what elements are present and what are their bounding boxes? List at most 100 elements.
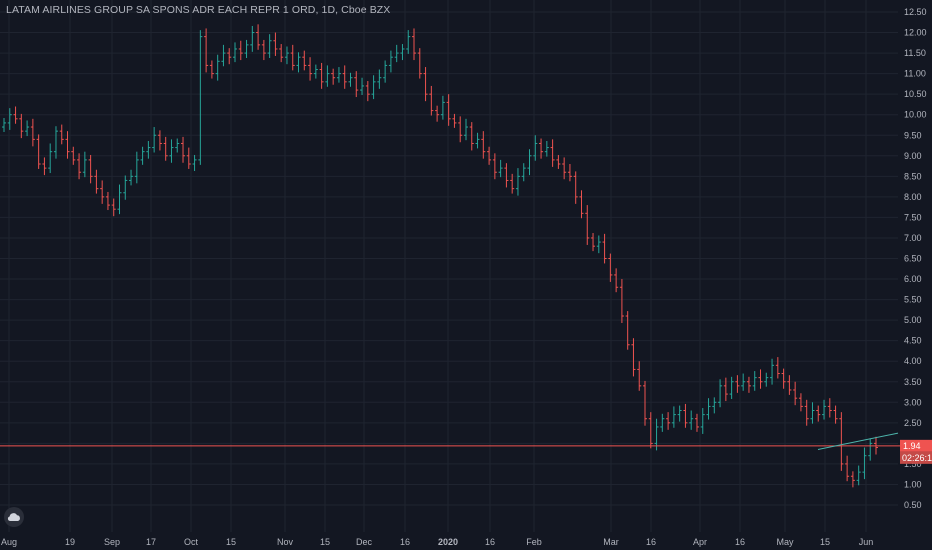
- ohlc-bar: [822, 399, 827, 420]
- ohlc-bar: [256, 24, 261, 50]
- ohlc-bar: [163, 136, 168, 161]
- x-tick-label: 16: [400, 537, 410, 547]
- ohlc-bar: [232, 42, 237, 63]
- y-tick-label: 12.50: [904, 7, 927, 17]
- x-tick-label: Sep: [104, 537, 120, 547]
- tradingview-logo-icon[interactable]: [4, 507, 24, 527]
- ohlc-bar: [82, 151, 87, 178]
- ohlc-bar: [417, 48, 422, 79]
- x-tick-label: Apr: [693, 537, 707, 547]
- ohlc-bar: [53, 126, 58, 159]
- ohlc-bar: [204, 28, 209, 73]
- x-tick-label: 15: [226, 537, 236, 547]
- price-axis[interactable]: 0.501.001.502.002.503.003.504.004.505.00…: [904, 7, 927, 510]
- ohlc-bar: [336, 67, 341, 83]
- ohlc-bar: [348, 72, 353, 87]
- ohlc-bar: [238, 40, 243, 61]
- ohlc-bar: [59, 124, 64, 145]
- ohlc-bar: [192, 154, 197, 171]
- cloud-icon: [7, 513, 20, 521]
- ohlc-bar: [671, 406, 676, 428]
- ohlc-bar: [579, 190, 584, 219]
- ohlc-bar: [279, 44, 284, 63]
- x-tick-label: 2020: [438, 537, 458, 547]
- x-tick-label: Aug: [1, 537, 17, 547]
- y-tick-label: 4.00: [904, 356, 922, 366]
- y-tick-label: 3.50: [904, 377, 922, 387]
- x-tick-label: Oct: [184, 537, 199, 547]
- x-tick-label: 16: [735, 537, 745, 547]
- ohlc-bar: [550, 139, 555, 167]
- grid: [0, 0, 898, 532]
- ohlc-bar: [567, 164, 572, 182]
- x-tick-label: May: [776, 537, 794, 547]
- ohlc-bar: [134, 151, 139, 184]
- ohlc-bar: [666, 412, 671, 430]
- overlays: [0, 432, 900, 451]
- trendline[interactable]: [817, 432, 899, 451]
- ohlc-bar: [614, 268, 619, 293]
- ohlc-bar: [423, 67, 428, 102]
- ohlc-bar: [198, 30, 203, 165]
- ohlc-bar: [712, 397, 717, 414]
- ohlc-bar: [781, 368, 786, 389]
- ohlc-bar: [793, 381, 798, 406]
- ohlc-bar: [42, 157, 47, 176]
- ohlc-bar: [371, 75, 376, 100]
- ohlc-bar: [342, 65, 347, 89]
- ohlc-bar: [810, 402, 815, 424]
- ohlc-bar: [440, 95, 445, 120]
- y-tick-label: 9.00: [904, 151, 922, 161]
- ohlc-bar: [117, 184, 122, 215]
- y-tick-label: 12.00: [904, 28, 927, 38]
- ohlc-bar: [562, 157, 567, 180]
- ohlc-bar: [608, 253, 613, 282]
- ohlc-bar: [2, 117, 6, 132]
- ohlc-bar: [181, 136, 186, 163]
- y-tick-label: 2.50: [904, 418, 922, 428]
- y-tick-label: 11.00: [904, 69, 926, 79]
- ohlc-bar: [643, 380, 648, 426]
- y-tick-label: 6.00: [904, 274, 922, 284]
- ohlc-bar: [25, 120, 30, 137]
- ohlc-bar: [798, 393, 803, 412]
- ohlc-bar: [729, 376, 734, 400]
- ohlc-bar: [544, 141, 549, 157]
- ohlc-bar: [111, 198, 116, 217]
- ohlc-bar: [631, 338, 636, 377]
- ohlc-bar: [13, 106, 18, 124]
- ohlc-bar: [354, 71, 359, 98]
- x-tick-label: 16: [485, 537, 495, 547]
- ohlc-bar: [746, 376, 751, 393]
- time-axis[interactable]: Aug 19 Sep 17 Oct 15 Nov 15 Dec 16 2020 16 Feb Mar 16 A…: [1, 537, 873, 547]
- ohlc-bar: [585, 205, 590, 245]
- ohlc-bar: [435, 105, 440, 122]
- countdown-badge: [900, 451, 932, 464]
- ohlc-bar: [487, 146, 492, 165]
- ohlc-bar: [290, 44, 295, 71]
- ohlc-bar: [683, 403, 688, 428]
- x-tick-label: Feb: [526, 537, 542, 547]
- ohlc-bar: [175, 138, 180, 153]
- ohlc-bar: [625, 311, 630, 350]
- ohlc-bar: [706, 398, 711, 420]
- ohlc-bar: [123, 175, 128, 200]
- ohlc-bar: [839, 412, 844, 471]
- ohlc-bar: [648, 412, 653, 449]
- y-tick-label: 8.50: [904, 171, 922, 181]
- ohlc-bar: [394, 44, 399, 63]
- ohlc-bar: [758, 369, 763, 389]
- ohlc-bar: [446, 94, 451, 126]
- ohlc-bar: [469, 122, 474, 151]
- ohlc-bar: [215, 54, 220, 81]
- ohlc-bar: [250, 25, 255, 52]
- ohlc-bar: [527, 149, 532, 176]
- ohlc-bar: [360, 77, 365, 95]
- ohlc-bar: [868, 438, 873, 461]
- ohlc-bar: [273, 32, 278, 56]
- ohlc-bar: [850, 471, 855, 488]
- ohlc-bar: [689, 410, 694, 430]
- ohlc-bar: [723, 377, 728, 402]
